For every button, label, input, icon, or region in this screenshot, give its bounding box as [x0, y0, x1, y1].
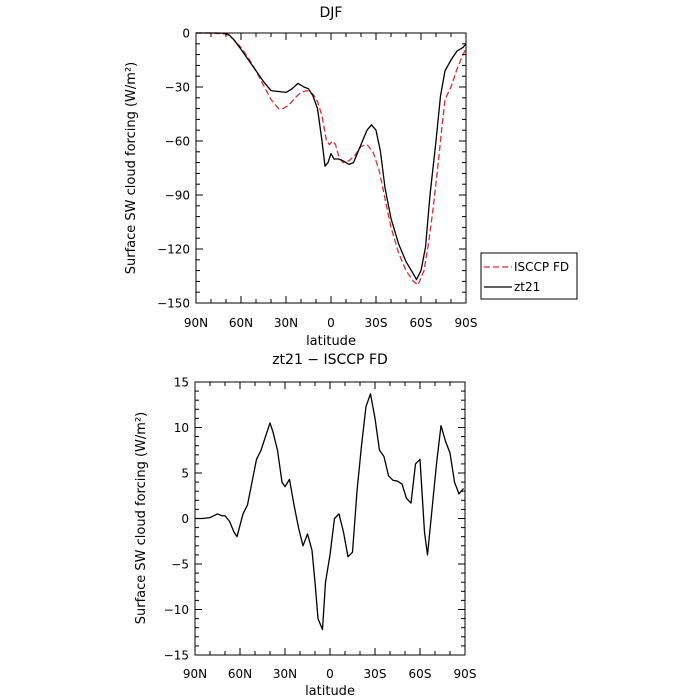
x-tick-label: 30N	[274, 316, 298, 330]
y-tick-label: −5	[171, 558, 189, 572]
x-axis-label: latitude	[305, 684, 355, 699]
djf-chart: DJF 90N 60N 30N 0 30S 60S 90S 0 −30 −60 −90 −120 −1…	[124, 5, 477, 349]
x-tick-label: 30S	[365, 316, 388, 330]
difference-chart: zt21 − ISCCP FD 90N 60N 30N 0 30S 60S 90S 15 10…	[134, 352, 476, 699]
series-line-zt21	[196, 32, 467, 281]
y-tick-label: −15	[164, 649, 189, 663]
x-tick-label: 0	[326, 667, 334, 681]
plot-frame	[195, 32, 467, 304]
x-tick-label: 90N	[183, 667, 207, 681]
legend-box	[480, 252, 578, 300]
y-tick-label: 0	[182, 27, 190, 41]
y-tick-label: −150	[157, 297, 190, 311]
x-tick-label: 60S	[409, 667, 432, 681]
x-tick-label: 0	[327, 316, 335, 330]
x-tick-label: 90N	[184, 316, 208, 330]
x-tick-label: 60N	[229, 316, 253, 330]
y-tick-label: 0	[181, 512, 189, 526]
x-tick-label: 90S	[455, 316, 478, 330]
y-tick-label: −10	[164, 603, 189, 617]
legend: ISCCP FD zt21	[480, 252, 578, 300]
chart-title: DJF	[320, 5, 343, 21]
y-axis-label: Surface SW cloud forcing (W/m²)	[124, 62, 139, 274]
x-axis-label: latitude	[306, 334, 356, 349]
chart-title: zt21 − ISCCP FD	[272, 352, 388, 368]
y-tick-label: −60	[165, 135, 190, 149]
x-tick-label: 90S	[454, 667, 477, 681]
legend-label-isccp: ISCCP FD	[514, 260, 569, 274]
plot-frame	[194, 381, 466, 656]
x-tick-label: 60S	[410, 316, 433, 330]
x-tick-label: 30S	[364, 667, 387, 681]
y-tick-label: 10	[174, 421, 189, 435]
x-tick-label: 30N	[273, 667, 297, 681]
series-line-isccp-fd	[196, 32, 467, 286]
x-tick-label: 60N	[228, 667, 252, 681]
y-tick-label: 5	[181, 467, 189, 481]
legend-label-zt21: zt21	[514, 280, 540, 294]
y-tick-label: −30	[165, 81, 190, 95]
y-axis-label: Surface SW cloud forcing (W/m²)	[134, 412, 149, 624]
series-line-difference	[195, 393, 465, 631]
y-tick-label: 15	[174, 376, 189, 390]
y-tick-label: −90	[165, 189, 190, 203]
y-tick-label: −120	[157, 243, 190, 257]
